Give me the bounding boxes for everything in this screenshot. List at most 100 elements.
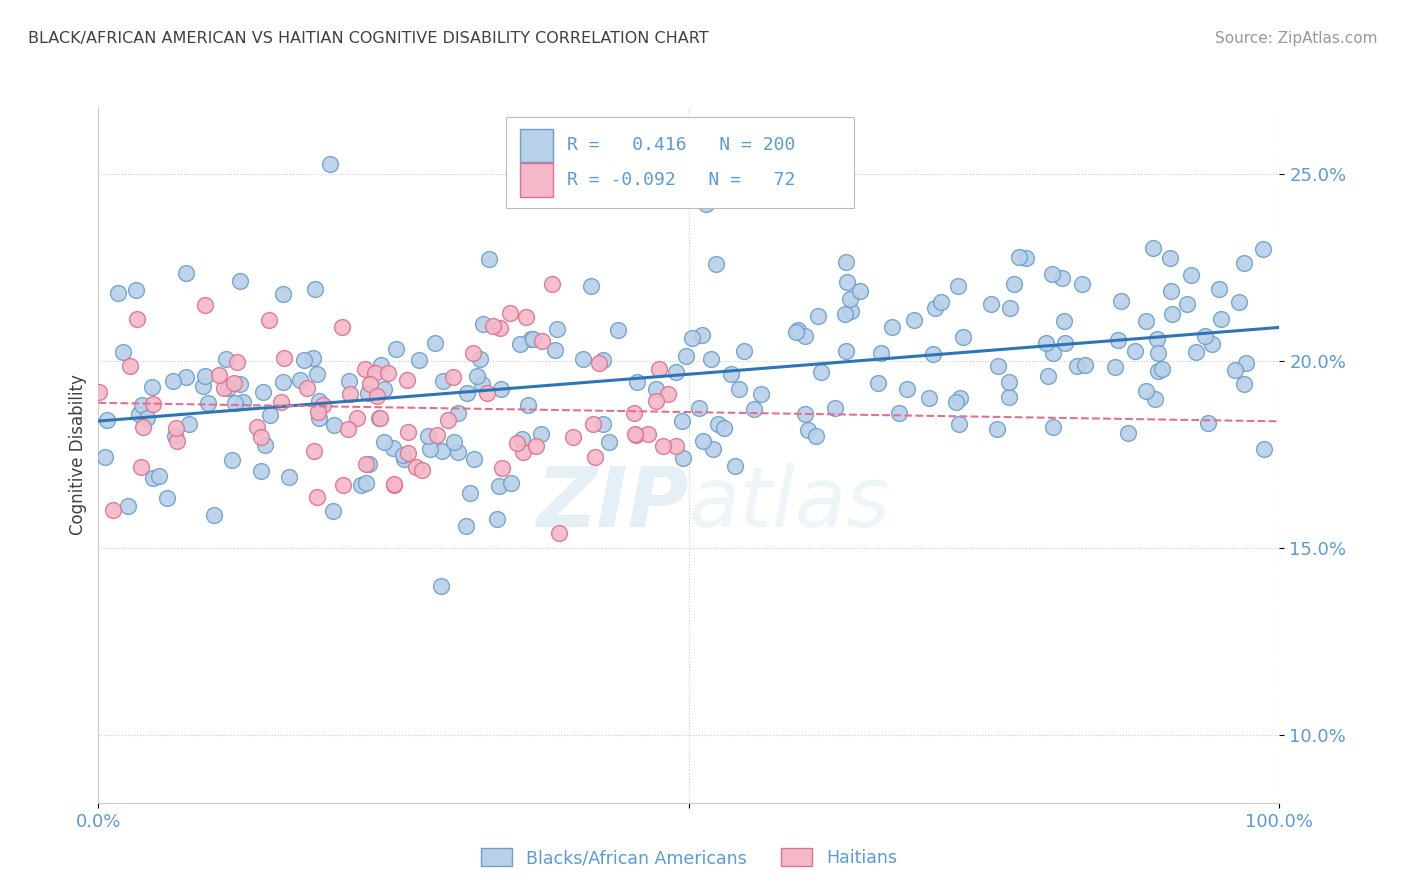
Point (252, 385, 274, 400)
Point (468, 351, 491, 366)
Point (443, 435, 465, 450)
Point (1042, 345, 1064, 359)
Point (1227, 295, 1250, 310)
Point (319, 157, 342, 171)
Point (572, 352, 595, 367)
Y-axis label: Cognitive Disability: Cognitive Disability (69, 375, 87, 535)
Point (987, 359, 1010, 373)
Text: R =   0.416   N = 200: R = 0.416 N = 200 (567, 136, 796, 154)
Point (903, 313, 925, 327)
Point (482, 318, 505, 333)
Point (94, 450, 117, 465)
Point (197, 396, 219, 410)
Point (980, 297, 1002, 311)
Point (922, 347, 945, 361)
Point (924, 301, 946, 315)
Point (520, 332, 543, 346)
Point (426, 428, 449, 442)
FancyBboxPatch shape (520, 163, 553, 197)
Point (305, 367, 328, 381)
Point (749, 386, 772, 401)
Point (841, 303, 863, 318)
Point (1251, 243, 1274, 257)
Point (174, 370, 197, 384)
Point (89, 385, 111, 400)
Point (229, 274, 252, 288)
Point (191, 379, 214, 393)
Point (354, 361, 377, 376)
Point (1135, 313, 1157, 327)
Point (366, 389, 388, 403)
Point (807, 309, 830, 323)
Point (1002, 277, 1025, 292)
Point (516, 398, 538, 412)
Point (277, 470, 299, 484)
Point (232, 395, 254, 409)
Point (308, 394, 330, 409)
Point (165, 420, 187, 434)
Point (524, 439, 547, 453)
Point (1159, 251, 1181, 265)
Point (437, 413, 460, 427)
Point (562, 429, 585, 443)
Point (441, 369, 464, 384)
Point (581, 279, 603, 293)
Point (461, 346, 484, 360)
Point (304, 444, 326, 458)
Point (541, 277, 564, 292)
Point (295, 381, 318, 395)
Point (1150, 362, 1173, 376)
Point (624, 427, 647, 442)
Point (1123, 343, 1146, 358)
Point (733, 344, 755, 359)
Point (1074, 358, 1097, 372)
Point (1253, 442, 1275, 456)
Point (208, 368, 231, 382)
Point (1042, 420, 1064, 434)
Point (127, 311, 149, 326)
Point (253, 438, 276, 452)
Point (217, 381, 239, 395)
Point (1223, 363, 1246, 377)
Point (215, 351, 238, 366)
Point (304, 282, 326, 296)
Point (510, 432, 533, 446)
Point (866, 376, 889, 391)
Point (458, 486, 481, 500)
Point (363, 366, 385, 380)
Point (1147, 346, 1170, 360)
Point (1050, 271, 1073, 285)
Point (1201, 337, 1223, 351)
Point (411, 462, 433, 476)
Point (396, 373, 419, 387)
Point (530, 427, 553, 442)
Point (1146, 332, 1168, 346)
Point (194, 368, 217, 383)
Point (835, 343, 858, 358)
Point (117, 499, 139, 513)
Point (257, 312, 280, 326)
Point (707, 417, 730, 431)
Point (544, 343, 567, 357)
Point (135, 410, 157, 425)
Point (849, 284, 872, 298)
Point (794, 407, 817, 421)
Point (998, 390, 1021, 404)
Point (308, 410, 330, 425)
Point (506, 436, 529, 450)
Point (419, 442, 441, 457)
Point (704, 257, 727, 271)
Point (1036, 369, 1059, 384)
Point (623, 405, 645, 419)
Point (1160, 284, 1182, 298)
Point (688, 401, 710, 416)
Point (132, 420, 155, 434)
Point (592, 417, 614, 431)
Point (214, 381, 236, 395)
Point (1175, 297, 1198, 311)
Point (478, 252, 501, 266)
Point (787, 323, 810, 337)
Point (416, 429, 439, 443)
Point (1040, 267, 1063, 281)
Point (447, 407, 470, 421)
